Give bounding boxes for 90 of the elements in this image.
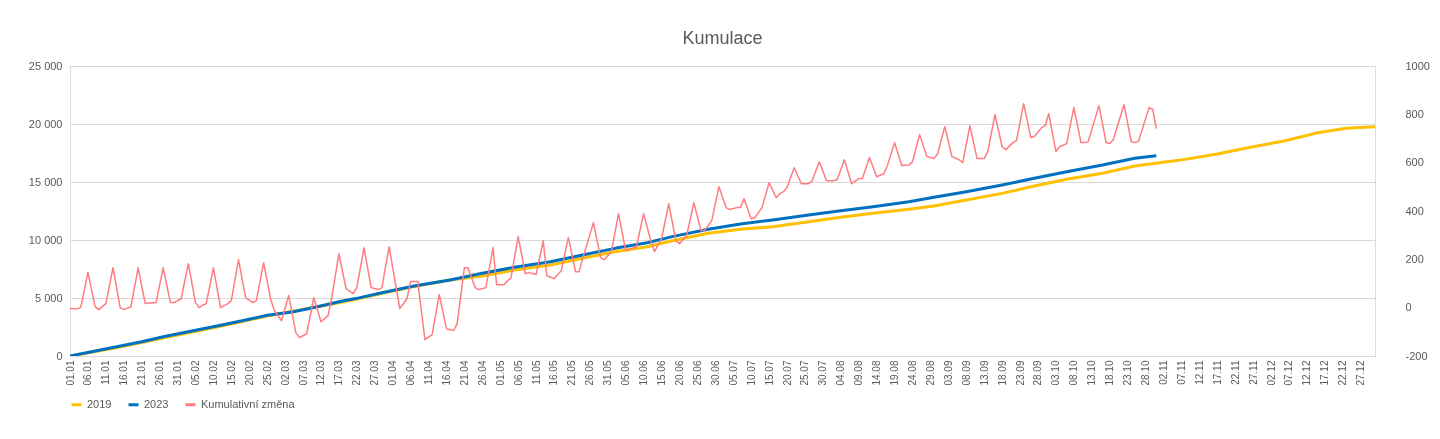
x-tick-label: 12.03 [315,360,327,386]
x-tick-label: 20.02 [243,360,255,386]
x-tick-label: 05.06 [620,360,632,386]
x-tick-label: 20.07 [781,360,793,386]
x-tick-label: 23.09 [1014,360,1026,386]
x-tick-label: 13.10 [1086,360,1098,386]
x-tick-label: 30.06 [709,360,721,386]
x-tick-label: 16.05 [548,360,560,386]
x-tick-label: 17.03 [333,360,345,386]
x-tick-label: 28.10 [1140,360,1152,386]
x-tick-label: 20.06 [673,360,685,386]
y2-tick-label: 0 [1405,301,1412,314]
x-tick-label: 05.02 [189,360,201,386]
x-tick-label: 21.04 [458,360,470,386]
x-tick-label: 21.01 [136,360,148,386]
y-tick-label: 5 000 [34,291,63,304]
x-tick-label: 07.12 [1283,360,1295,386]
x-tick-label: 27.11 [1247,360,1259,385]
x-tick-label: 29.08 [924,360,936,386]
x-tick-label: 27.12 [1355,360,1367,386]
y2-tick-label: 600 [1405,156,1424,169]
legend-label: 2019 [87,397,112,410]
x-tick-label: 11.05 [530,360,542,385]
x-tick-label: 30.07 [817,360,829,386]
x-tick-label: 06.01 [82,360,94,386]
x-tick-label: 27.03 [369,360,381,386]
x-tick-label: 25.02 [261,360,273,386]
x-tick-label: 02.12 [1265,360,1277,386]
x-tick-label: 01.01 [64,360,76,386]
x-tick-label: 10.07 [745,360,757,386]
x-tick-label: 03.10 [1050,360,1062,386]
y2-tick-label: 800 [1405,107,1424,120]
x-tick-label: 10.02 [207,360,219,386]
x-tick-label: 17.12 [1319,360,1331,386]
x-tick-label: 02.03 [279,360,291,386]
x-tick-label: 17.11 [1211,360,1223,385]
x-tick-label: 28.09 [1032,360,1044,386]
x-tick-label: 14.08 [871,360,883,386]
x-tick-label: 15.07 [763,360,775,386]
legend-label: Kumulativní změna [201,397,296,410]
x-tick-label: 09.08 [853,360,865,386]
y-tick-label: 25 000 [28,59,63,72]
x-tick-label: 02.11 [1157,360,1169,385]
x-tick-label: 16.04 [440,360,452,386]
x-tick-label: 22.03 [351,360,363,386]
x-tick-label: 25.07 [799,360,811,386]
legend-label: 2023 [144,397,169,410]
x-tick-label: 26.04 [476,360,488,386]
x-tick-label: 31.05 [602,360,614,386]
x-tick-label: 06.04 [405,360,417,386]
x-tick-label: 01.05 [494,360,506,386]
y2-tick-label: 400 [1405,204,1424,217]
x-tick-label: 21.05 [566,360,578,386]
x-tick-label: 15.02 [225,360,237,386]
x-tick-label: 15.06 [656,360,668,386]
x-tick-label: 11.04 [423,360,435,385]
x-tick-label: 01.04 [387,360,399,386]
x-tick-label: 10.06 [638,360,650,386]
x-tick-label: 25.06 [691,360,703,386]
y2-tick-label: -200 [1405,349,1428,362]
x-tick-label: 11.01 [100,360,112,385]
y-tick-label: 20 000 [28,117,63,130]
y2-tick-label: 1000 [1405,59,1430,72]
x-tick-label: 22.11 [1229,360,1241,385]
x-tick-label: 08.10 [1068,360,1080,386]
x-tick-label: 08.09 [960,360,972,386]
x-tick-label: 03.09 [942,360,954,386]
x-tick-label: 18.10 [1104,360,1116,386]
x-tick-label: 23.10 [1122,360,1134,386]
x-tick-label: 16.01 [118,360,130,386]
x-tick-label: 26.01 [154,360,166,386]
x-tick-label: 18.09 [996,360,1008,386]
x-tick-label: 07.03 [297,360,309,386]
x-tick-label: 24.08 [907,360,919,386]
x-tick-label: 12.12 [1301,360,1313,386]
x-tick-label: 26.05 [584,360,596,386]
x-tick-label: 06.05 [512,360,524,386]
x-tick-label: 13.09 [978,360,990,386]
y-tick-label: 15 000 [28,175,63,188]
x-tick-label: 12.11 [1193,360,1205,385]
y-tick-label: 0 [56,349,63,362]
x-tick-label: 19.08 [889,360,901,386]
y2-tick-label: 200 [1405,252,1424,265]
x-tick-label: 04.08 [835,360,847,386]
y-tick-label: 10 000 [28,233,63,246]
x-tick-label: 31.01 [172,360,184,386]
x-tick-label: 22.12 [1337,360,1349,386]
x-tick-label: 07.11 [1175,360,1187,385]
chart-title: Kumulace [682,28,763,48]
x-tick-label: 05.07 [727,360,739,386]
